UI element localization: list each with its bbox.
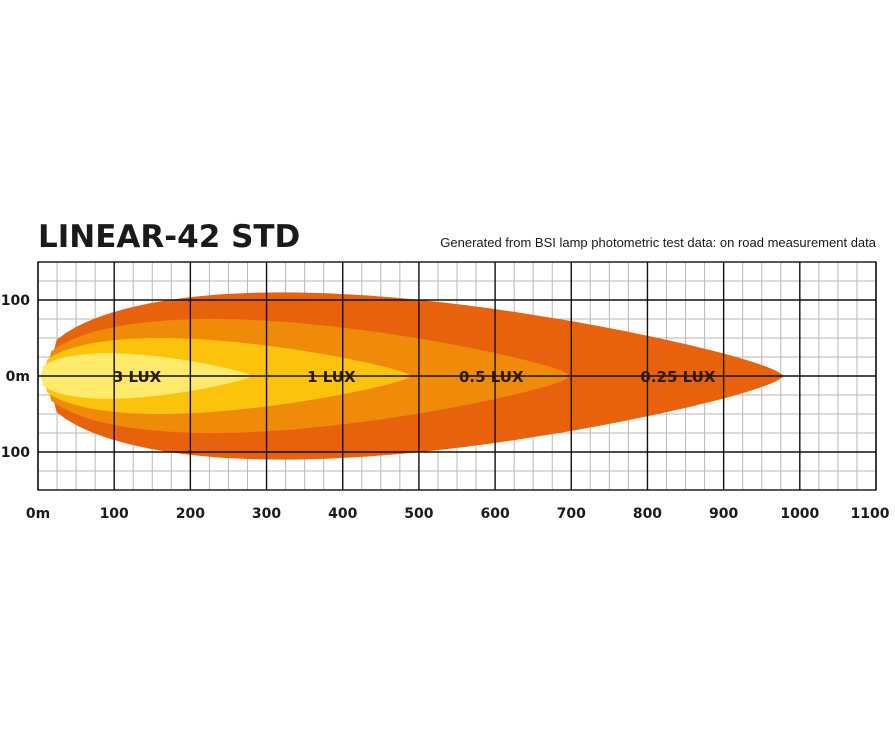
x-tick-label: 700 bbox=[557, 506, 586, 522]
y-tick-label: 0m bbox=[6, 369, 30, 385]
zone-label: 0.25 LUX bbox=[640, 368, 715, 386]
zone-label: 3 LUX bbox=[113, 368, 162, 386]
chart-title: LINEAR-42 STD bbox=[38, 219, 300, 255]
zone-labels: 0.25 LUX 0.5 LUX 1 LUX 3 LUX bbox=[113, 368, 716, 386]
x-tick-label: 800 bbox=[633, 506, 662, 522]
y-tick-label: -100 bbox=[0, 445, 30, 461]
zone-label: 0.5 LUX bbox=[459, 368, 524, 386]
major-gridlines bbox=[37, 261, 877, 491]
x-tick-label: 0m bbox=[26, 506, 50, 522]
x-tick-label: 300 bbox=[252, 506, 281, 522]
x-tick-label: 400 bbox=[328, 506, 357, 522]
x-tick-label: 500 bbox=[404, 506, 433, 522]
x-tick-label: 600 bbox=[480, 506, 509, 522]
x-tick-label: 1000 bbox=[780, 506, 819, 522]
x-tick-label: 1100 bbox=[851, 506, 890, 522]
x-tick-label: 100 bbox=[100, 506, 129, 522]
y-axis-ticks: 100 0m -100 bbox=[0, 293, 30, 461]
x-tick-label: 200 bbox=[176, 506, 205, 522]
chart-subtitle: Generated from BSI lamp photometric test… bbox=[440, 235, 876, 250]
zone-label: 1 LUX bbox=[307, 368, 356, 386]
x-tick-label: 900 bbox=[709, 506, 738, 522]
x-axis-ticks: 0m 100 200 300 400 500 600 700 800 900 1000 1100 bbox=[26, 506, 890, 522]
plot-border bbox=[37, 261, 877, 491]
y-tick-label: 100 bbox=[1, 293, 30, 309]
